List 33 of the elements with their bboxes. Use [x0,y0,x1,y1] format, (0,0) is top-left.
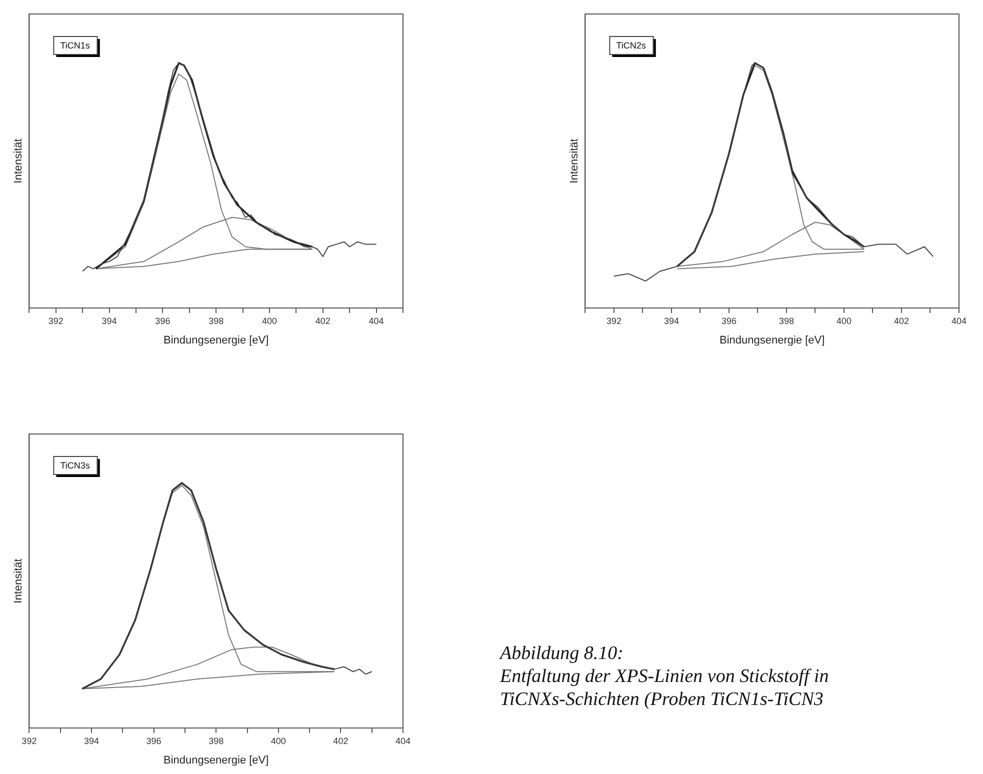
text: Entfaltung der XPS-Linien von Stickstoff in [500,665,829,688]
text: TiCN2s [616,40,646,50]
x-tick-label: 404 [395,736,411,746]
x-tick-label: 396 [155,316,170,326]
text: TiCNXs-Schichten (Proben TiCN1s-TiCN3 [500,688,824,711]
x-tick-label: 402 [315,316,330,326]
y-axis-title: Intensität [568,138,581,184]
x-tick-label: 392 [48,316,64,326]
x-tick-label: 392 [606,316,622,326]
x-tick-label: 398 [778,316,794,326]
y-axis-title: Intensität [12,558,25,604]
x-tick-label: 404 [368,316,384,326]
x-tick-label: 392 [22,736,37,746]
text: Abbildung 8.10: [500,642,624,665]
x-tick-label: 400 [270,736,286,746]
x-tick-label: 404 [951,316,967,326]
y-axis-title: Intensität [12,138,25,184]
x-tick-label: 398 [208,736,224,746]
x-axis-title: Bindungsenergie [eV] [720,334,825,346]
x-tick-label: 396 [721,316,736,326]
x-tick-label: 402 [894,316,910,326]
x-axis-title: Bindungsenergie [eV] [164,334,269,346]
text: TiCN3s [60,460,90,470]
x-tick-label: 402 [333,736,348,746]
x-tick-label: 394 [84,736,100,746]
x-tick-label: 400 [836,316,852,326]
x-tick-label: 396 [146,736,162,746]
x-tick-label: 400 [262,316,278,326]
x-axis-title: Bindungsenergie [eV] [164,754,269,766]
x-tick-label: 394 [102,316,117,326]
text: TiCN1s [60,40,90,50]
x-tick-label: 398 [208,316,224,326]
x-tick-label: 394 [664,316,679,326]
